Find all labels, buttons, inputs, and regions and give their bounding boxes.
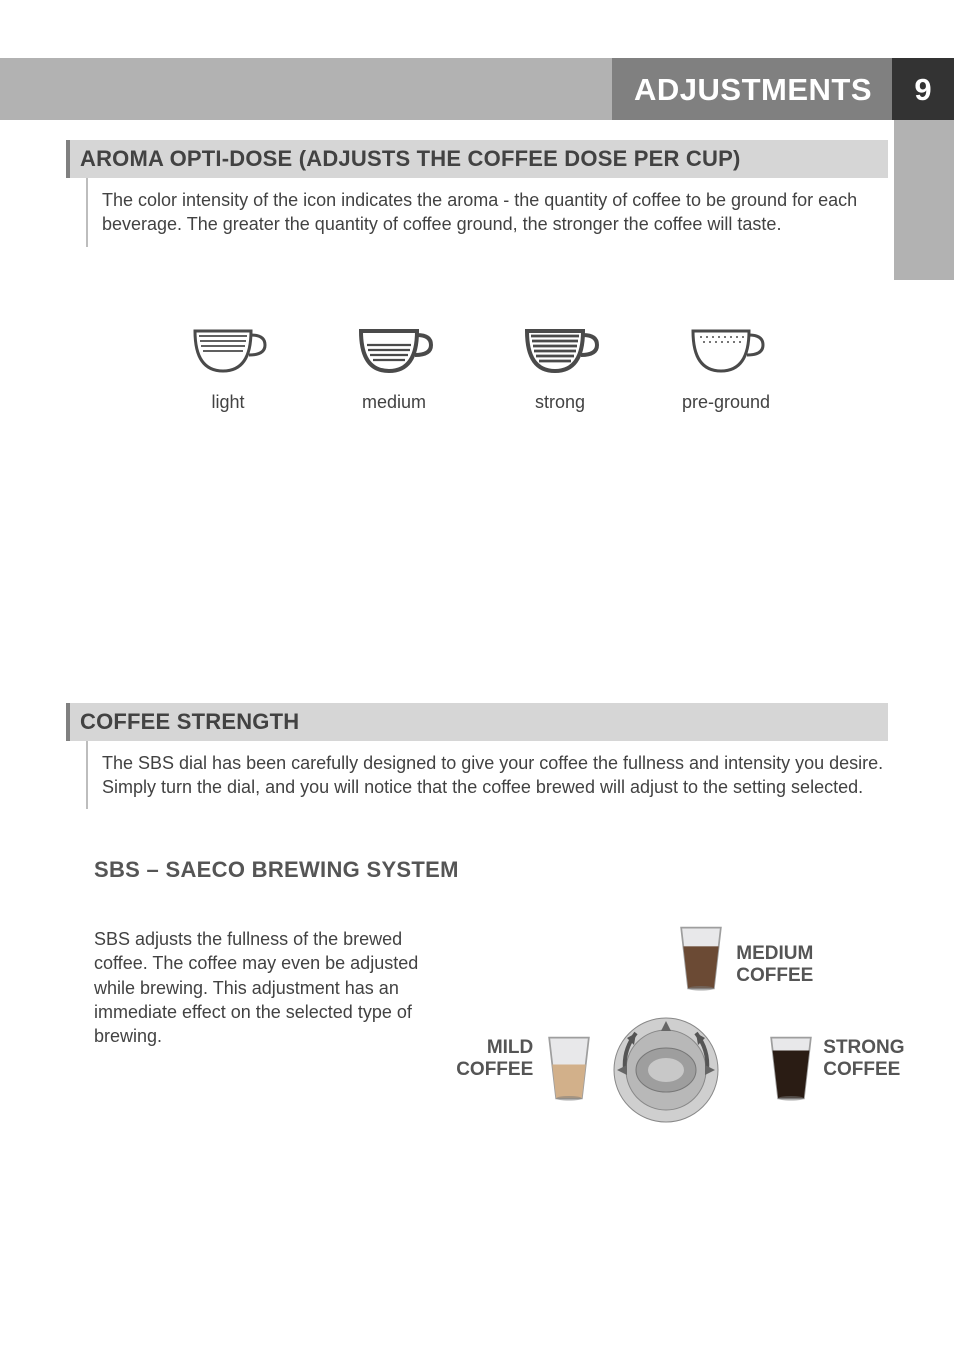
header-title: ADJUSTMENTS xyxy=(612,58,892,120)
section-strength-body: The SBS dial has been carefully designed… xyxy=(86,741,888,810)
aroma-label-light: light xyxy=(173,392,283,413)
cup-strong-icon xyxy=(521,325,599,377)
strong-fill xyxy=(762,1051,820,1104)
medium-line1: MEDIUM xyxy=(736,943,813,964)
sbs-dial-icon xyxy=(611,1015,721,1125)
strong-coffee-label: STRONG COFFEE xyxy=(823,1037,904,1081)
sbs-title: SBS – SAECO BREWING SYSTEM xyxy=(94,857,888,883)
aroma-label-strong: strong xyxy=(505,392,615,413)
medium-coffee-glass-icon xyxy=(671,923,731,993)
cup-light-icon xyxy=(189,325,267,377)
mild-line1: MILD xyxy=(487,1037,533,1058)
aroma-icons-row: light medium s xyxy=(66,325,888,413)
mild-coffee-label: MILD COFFEE xyxy=(443,1037,533,1081)
page-header: ADJUSTMENTS 9 xyxy=(612,58,954,120)
aroma-item-preground: pre-ground xyxy=(671,325,781,413)
aroma-item-light: light xyxy=(173,325,283,413)
mild-coffee-glass-icon xyxy=(539,1033,599,1103)
section-strength-title: COFFEE STRENGTH xyxy=(66,703,888,741)
mild-line2: COFFEE xyxy=(456,1059,533,1080)
medium-line2: COFFEE xyxy=(736,965,813,986)
page-number: 9 xyxy=(892,58,954,120)
sbs-text: SBS adjusts the fullness of the brewed c… xyxy=(94,927,451,1048)
section-aroma-body: The color intensity of the icon indicate… xyxy=(86,178,888,247)
sbs-diagram: MILD COFFEE MEDIUM COFFEE xyxy=(461,917,888,1177)
aroma-item-strong: strong xyxy=(505,325,615,413)
aroma-label-medium: medium xyxy=(339,392,449,413)
medium-coffee-label: MEDIUM COFFEE xyxy=(736,943,813,987)
side-tab xyxy=(894,120,954,280)
strong-line1: STRONG xyxy=(823,1037,904,1058)
cup-medium-icon xyxy=(355,325,433,377)
cup-preground-icon xyxy=(687,325,765,377)
strong-line2: COFFEE xyxy=(823,1059,900,1080)
strong-coffee-glass-icon xyxy=(761,1033,821,1103)
aroma-label-preground: pre-ground xyxy=(671,392,781,413)
aroma-item-medium: medium xyxy=(339,325,449,413)
section-aroma-title: AROMA OPTI-DOSE (ADJUSTS THE COFFEE DOSE… xyxy=(66,140,888,178)
